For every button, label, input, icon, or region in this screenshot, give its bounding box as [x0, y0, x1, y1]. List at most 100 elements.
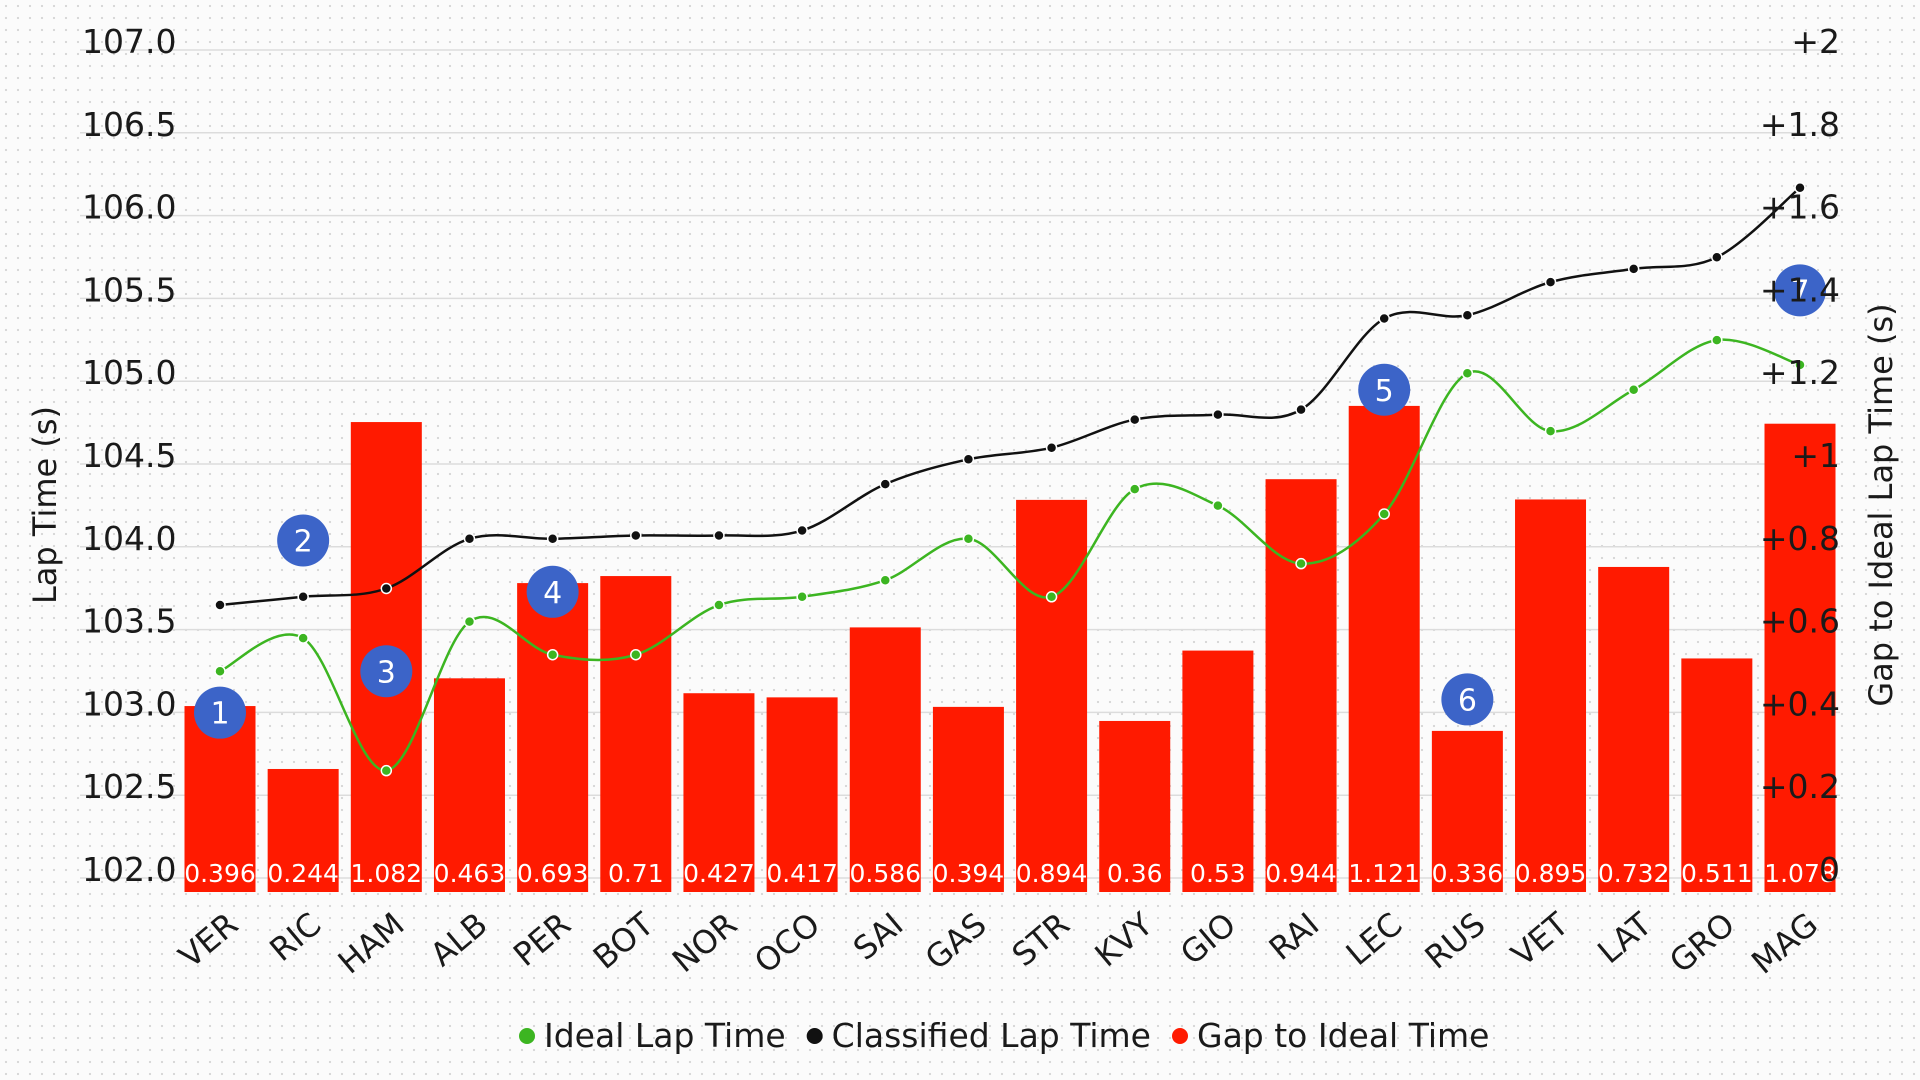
- point-classified-lap-time: [1295, 403, 1307, 416]
- y-right-tick-label: +0.8: [1760, 519, 1840, 558]
- point-ideal-lap-time: [1045, 591, 1058, 603]
- y-right-tick-label: +1.2: [1760, 353, 1840, 392]
- point-classified-lap-time: [297, 591, 309, 603]
- point-classified-lap-time: [1378, 312, 1390, 325]
- point-ideal-lap-time: [1461, 367, 1474, 379]
- y-left-tick-label: 104.5: [82, 436, 176, 475]
- point-ideal-lap-time: [796, 591, 808, 603]
- category-label: LAT: [1590, 905, 1659, 971]
- point-ideal-lap-time: [962, 533, 975, 545]
- annotation-number: 3: [377, 655, 396, 690]
- bar-per: [517, 583, 589, 892]
- y-right-tick-label: 0: [1819, 850, 1840, 889]
- bar-data-label: 0.427: [683, 859, 755, 888]
- point-ideal-lap-time: [1627, 384, 1640, 396]
- annotation-number: 1: [210, 697, 229, 732]
- y-axis-right-title: Gap to Ideal Lap Time (s): [1862, 303, 1900, 706]
- point-ideal-lap-time: [297, 632, 309, 644]
- y-left-tick-label: 103.0: [82, 684, 176, 723]
- bar-data-label: 0.693: [517, 859, 589, 888]
- bar-kvy: [1099, 720, 1171, 892]
- bar-data-label: 1.078: [1764, 859, 1836, 888]
- point-ideal-lap-time: [1295, 557, 1307, 570]
- annotation-badge: [1774, 264, 1826, 317]
- bar-str: [1016, 499, 1088, 892]
- category-label: LEC: [1339, 905, 1410, 973]
- category-label: OCO: [747, 905, 827, 981]
- bar-data-label: 0.71: [608, 859, 664, 888]
- axis-ticks: 102.0 102.5 103.0 103.5 104.0 104.5 105.0 105.5…: [82, 22, 1840, 889]
- bar-bot: [600, 576, 672, 892]
- bar-data-label: 0.463: [434, 859, 506, 888]
- annotation-number: 7: [1790, 274, 1809, 309]
- annotation-number: 5: [1375, 374, 1394, 409]
- category-label: HAM: [331, 905, 412, 981]
- point-ideal-lap-time: [1794, 359, 1806, 371]
- bar-gro: [1681, 658, 1753, 892]
- bar-data-label: 0.36: [1107, 859, 1163, 888]
- bar-lec: [1348, 405, 1420, 892]
- point-classified-lap-time: [1794, 181, 1806, 194]
- y-left-tick-label: 106.0: [82, 188, 176, 227]
- legend-swatch: [519, 1028, 535, 1044]
- point-classified-lap-time: [962, 453, 975, 466]
- legend-swatch: [1172, 1028, 1188, 1044]
- y-right-tick-label: +2: [1791, 22, 1840, 61]
- bar-ric: [267, 768, 339, 892]
- y-left-tick-label: 104.0: [82, 519, 176, 558]
- bar-data-label: 0.894: [1016, 859, 1088, 888]
- bar-data-label: 0.732: [1598, 859, 1670, 888]
- point-classified-lap-time: [1461, 309, 1474, 321]
- legend-swatch: [806, 1028, 823, 1044]
- point-ideal-lap-time: [1212, 499, 1224, 512]
- category-label: PER: [506, 905, 578, 974]
- bar-series-gap: 0.396 0.244 1.082 0.463 0.693 0.71 0.427 0.417 0…: [184, 405, 1836, 892]
- bar-vet: [1515, 499, 1587, 892]
- bar-data-label: 0.417: [766, 859, 838, 888]
- bar-data-label: 0.244: [267, 859, 339, 888]
- category-label: NOR: [665, 905, 744, 980]
- bar-data-label: 0.53: [1190, 859, 1246, 888]
- y-right-tick-label: +1: [1791, 436, 1840, 475]
- category-labels: VER RIC HAM ALB PER BOT NOR OCO SAI GAS STR KVY GIO R…: [171, 905, 1825, 982]
- point-ideal-lap-time: [879, 574, 892, 586]
- legend-entry: Gap to Ideal Time: [1197, 1016, 1489, 1055]
- legend: Ideal Lap Time Classified Lap Time Gap to …: [519, 1016, 1489, 1055]
- category-label: GAS: [918, 905, 994, 977]
- y-left-tick-label: 103.5: [82, 602, 176, 641]
- y-right-tick-label: +0.2: [1760, 767, 1840, 806]
- bar-rai: [1265, 479, 1337, 892]
- point-classified-lap-time: [713, 529, 725, 542]
- point-classified-lap-time: [879, 478, 892, 490]
- category-label: VER: [171, 905, 245, 975]
- point-classified-lap-time: [1212, 408, 1224, 421]
- y-left-tick-label: 106.5: [82, 105, 176, 144]
- point-classified-lap-time: [1128, 413, 1141, 426]
- point-ideal-lap-time: [713, 599, 725, 611]
- category-label: GIO: [1173, 905, 1243, 972]
- point-ideal-lap-time: [630, 648, 642, 661]
- category-label: RAI: [1262, 905, 1326, 968]
- category-label: VET: [1504, 905, 1576, 974]
- bar-oco: [766, 697, 838, 892]
- line-ideal-lap-time: [219, 338, 1801, 772]
- annotation-badge: [277, 514, 330, 567]
- y-right-tick-label: +1.4: [1760, 270, 1840, 309]
- bar-rus: [1431, 730, 1503, 892]
- annotation-number: 4: [543, 576, 562, 611]
- point-classified-lap-time: [630, 529, 642, 542]
- category-label: MAG: [1744, 905, 1825, 982]
- point-classified-lap-time: [463, 533, 476, 545]
- point-classified-lap-time: [214, 599, 226, 611]
- y-axis-left-title: Lap Time (s): [26, 406, 64, 604]
- legend-entry: Ideal Lap Time: [544, 1016, 786, 1055]
- bar-gio: [1182, 650, 1254, 892]
- bar-alb: [433, 678, 505, 892]
- bar-nor: [683, 693, 755, 892]
- point-ideal-lap-time: [1378, 508, 1390, 520]
- bar-data-label: 0.336: [1432, 859, 1504, 888]
- annotation-badge: [194, 686, 246, 739]
- y-right-tick-label: +1.6: [1760, 188, 1840, 227]
- point-classified-lap-time: [1045, 441, 1058, 454]
